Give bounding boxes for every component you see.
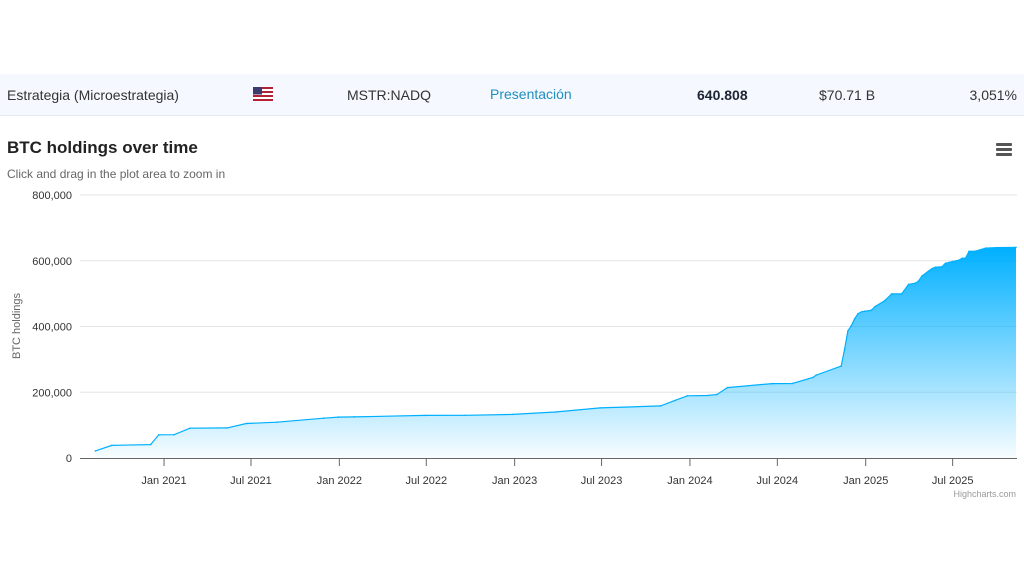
data-point[interactable]	[996, 246, 998, 249]
ticker-symbol: MSTR:NADQ	[347, 87, 431, 103]
highcharts-credit[interactable]: Highcharts.com	[953, 489, 1016, 499]
data-point[interactable]	[907, 283, 910, 286]
data-point[interactable]	[890, 293, 893, 295]
data-point[interactable]	[985, 247, 987, 249]
data-point[interactable]	[843, 348, 846, 350]
x-tick-label: Jul 2025	[932, 475, 974, 487]
data-point[interactable]	[853, 317, 856, 320]
y-tick-label: 600,000	[32, 256, 72, 268]
data-point[interactable]	[927, 270, 930, 272]
y-axis-label: BTC holdings	[11, 292, 23, 359]
data-point[interactable]	[921, 275, 923, 277]
data-point[interactable]	[245, 422, 247, 425]
data-point[interactable]	[867, 310, 869, 312]
data-point[interactable]	[974, 250, 977, 252]
data-point[interactable]	[958, 259, 960, 262]
data-point[interactable]	[158, 434, 160, 436]
data-point[interactable]	[337, 416, 340, 418]
data-point[interactable]	[1015, 246, 1017, 249]
data-point[interactable]	[944, 262, 947, 265]
data-point[interactable]	[860, 311, 863, 313]
data-point[interactable]	[900, 293, 903, 295]
chart-title: BTC holdings over time	[7, 138, 198, 157]
holdings-area	[95, 247, 1016, 458]
data-point[interactable]	[464, 414, 467, 417]
data-point[interactable]	[659, 405, 662, 407]
data-point[interactable]	[726, 386, 729, 389]
data-point[interactable]	[424, 414, 427, 417]
us-flag-icon	[253, 87, 273, 101]
x-tick-label: Jul 2021	[230, 475, 272, 487]
data-point[interactable]	[917, 280, 920, 282]
btc-holdings-value: 640.808	[697, 87, 748, 103]
y-tick-label: 200,000	[32, 387, 72, 399]
chart-subtitle: Click and drag in the plot area to zoom …	[7, 167, 226, 181]
y-tick-label: 0	[66, 453, 72, 465]
data-point[interactable]	[554, 411, 557, 413]
x-tick-label: Jan 2024	[667, 475, 712, 487]
data-point[interactable]	[870, 309, 873, 311]
data-point[interactable]	[874, 305, 877, 308]
data-point[interactable]	[815, 374, 817, 376]
company-name: Estrategia (Microestrategia)	[7, 87, 179, 103]
data-point[interactable]	[951, 260, 953, 263]
x-tick-label: Jan 2025	[843, 475, 888, 487]
x-tick-label: Jan 2022	[317, 475, 362, 487]
data-point[interactable]	[884, 299, 886, 302]
x-tick-label: Jul 2023	[581, 475, 623, 487]
data-point[interactable]	[850, 325, 853, 327]
x-tick-label: Jan 2021	[141, 475, 186, 487]
x-tick-label: Jul 2022	[405, 475, 447, 487]
data-point[interactable]	[847, 330, 849, 332]
data-point[interactable]	[937, 266, 940, 268]
data-point[interactable]	[110, 444, 113, 447]
data-point[interactable]	[276, 421, 278, 424]
y-tick-label: 400,000	[32, 322, 72, 334]
hamburger-menu-icon[interactable]	[996, 143, 1012, 157]
data-point[interactable]	[771, 382, 773, 385]
data-point[interactable]	[812, 376, 814, 379]
data-point[interactable]	[226, 427, 229, 429]
data-point[interactable]	[686, 395, 689, 397]
company-row: Estrategia (Microestrategia) MSTR:NADQ P…	[0, 74, 1024, 116]
data-point[interactable]	[706, 394, 708, 397]
data-point[interactable]	[189, 427, 191, 430]
percent-value: 3,051%	[969, 87, 1017, 103]
presentation-link[interactable]: Presentación	[490, 86, 572, 102]
data-point[interactable]	[964, 257, 967, 260]
data-point[interactable]	[931, 267, 933, 270]
data-point[interactable]	[941, 265, 943, 268]
data-point[interactable]	[673, 399, 676, 402]
holdings-usd-value: $70.71 B	[819, 87, 876, 103]
data-point[interactable]	[857, 312, 859, 315]
data-point[interactable]	[968, 250, 970, 253]
data-point[interactable]	[599, 407, 601, 409]
data-point[interactable]	[511, 413, 514, 416]
x-tick-label: Jan 2023	[492, 475, 537, 487]
x-tick-label: Jul 2024	[757, 475, 799, 487]
y-tick-label: 800,000	[32, 190, 72, 202]
data-point[interactable]	[94, 450, 97, 452]
data-point[interactable]	[914, 282, 916, 285]
data-point[interactable]	[864, 310, 866, 313]
data-point[interactable]	[840, 365, 842, 367]
data-point[interactable]	[934, 266, 937, 269]
data-point[interactable]	[149, 443, 152, 446]
data-point[interactable]	[961, 257, 963, 260]
data-point[interactable]	[322, 417, 325, 420]
data-point[interactable]	[791, 382, 793, 385]
data-point[interactable]	[353, 416, 356, 418]
data-point[interactable]	[173, 433, 175, 436]
data-point[interactable]	[716, 393, 718, 396]
